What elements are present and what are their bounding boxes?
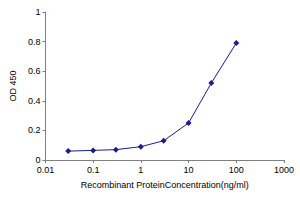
svg-text:1: 1 — [138, 165, 143, 175]
svg-text:OD 450: OD 450 — [8, 70, 18, 101]
svg-text:0.1: 0.1 — [87, 165, 100, 175]
svg-text:0: 0 — [35, 155, 40, 165]
svg-text:0.01: 0.01 — [37, 165, 55, 175]
svg-text:0.4: 0.4 — [28, 96, 41, 106]
svg-text:Recombinant ProteinConcentrati: Recombinant ProteinConcentration(ng/ml) — [81, 180, 249, 190]
svg-text:0.2: 0.2 — [28, 125, 41, 135]
svg-text:1000: 1000 — [274, 165, 294, 175]
svg-text:1: 1 — [35, 7, 40, 17]
svg-text:100: 100 — [229, 165, 244, 175]
svg-text:0.6: 0.6 — [28, 66, 41, 76]
svg-text:10: 10 — [184, 165, 194, 175]
svg-text:0.8: 0.8 — [28, 37, 41, 47]
